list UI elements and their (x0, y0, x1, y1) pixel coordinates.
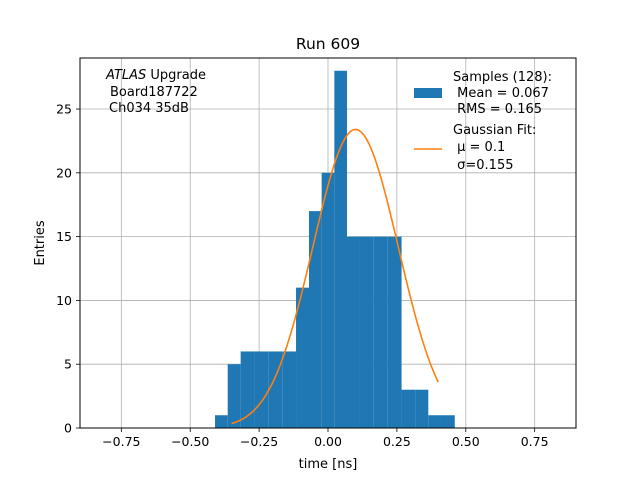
x-tick-label: −0.50 (171, 434, 209, 449)
x-axis-ticks: −0.75 −0.50 −0.25 0.00 0.25 0.50 0.75 (102, 428, 549, 449)
y-tick-label: 5 (64, 357, 72, 372)
histogram-bar (440, 415, 455, 428)
x-tick-label: −0.25 (240, 434, 278, 449)
y-tick-label: 10 (56, 293, 72, 308)
histogram-bar (334, 70, 348, 429)
gaussian-fit-curve (231, 128, 439, 425)
histogram-bar (282, 351, 297, 428)
histogram-bar (428, 415, 441, 428)
histogram-bar (359, 236, 374, 428)
legend-fit-line2: μ = 0.1 (453, 140, 505, 155)
histogram-bar (308, 211, 322, 428)
legend: Samples (128): Mean = 0.067 RMS = 0.165 … (414, 70, 552, 173)
y-axis-ticks: 0 5 10 15 20 25 (56, 102, 80, 436)
histogram-bar (415, 389, 429, 428)
y-axis-label: Entries (33, 220, 48, 266)
histogram-bar (321, 172, 335, 428)
x-tick-label: 0.50 (452, 434, 480, 449)
legend-samples-line3: RMS = 0.165 (453, 102, 542, 117)
histogram-bar (387, 236, 402, 428)
annotation-channel: Ch034 35dB (109, 101, 189, 116)
legend-fit-line1: Gaussian Fit: (453, 123, 536, 138)
y-tick-label: 0 (64, 421, 72, 436)
y-tick-label: 25 (56, 102, 72, 117)
histogram-bar (373, 236, 388, 428)
legend-fit-line3: σ=0.155 (453, 158, 513, 173)
x-tick-label: 0.00 (314, 434, 342, 449)
legend-samples-line2: Mean = 0.067 (453, 86, 549, 101)
histogram-bar (227, 364, 241, 428)
x-tick-label: −0.75 (102, 434, 140, 449)
y-tick-label: 15 (56, 229, 72, 244)
histogram-bar (240, 351, 255, 428)
histogram-bar (296, 287, 309, 428)
histogram-bar (254, 351, 269, 428)
annotation-upgrade: Upgrade (146, 68, 206, 83)
atlas-annotation: ATLAS Upgrade Board187722 Ch034 35dB (105, 68, 206, 116)
x-axis-label: time [ns] (299, 457, 358, 472)
legend-samples-patch (414, 88, 442, 98)
histogram-bar (401, 389, 416, 428)
histogram-bar (347, 236, 360, 428)
annotation-board: Board187722 (110, 85, 198, 100)
histogram-bar (215, 415, 228, 428)
chart-title: Run 609 (296, 35, 360, 53)
legend-samples-line1: Samples (128): (453, 70, 552, 85)
annotation-atlas: ATLAS (105, 68, 146, 83)
histogram-bars (215, 70, 455, 429)
x-tick-label: 0.25 (383, 434, 411, 449)
svg-text:ATLAS Upgrade: ATLAS Upgrade (105, 68, 206, 83)
y-tick-label: 20 (56, 165, 72, 180)
x-tick-label: 0.75 (521, 434, 549, 449)
